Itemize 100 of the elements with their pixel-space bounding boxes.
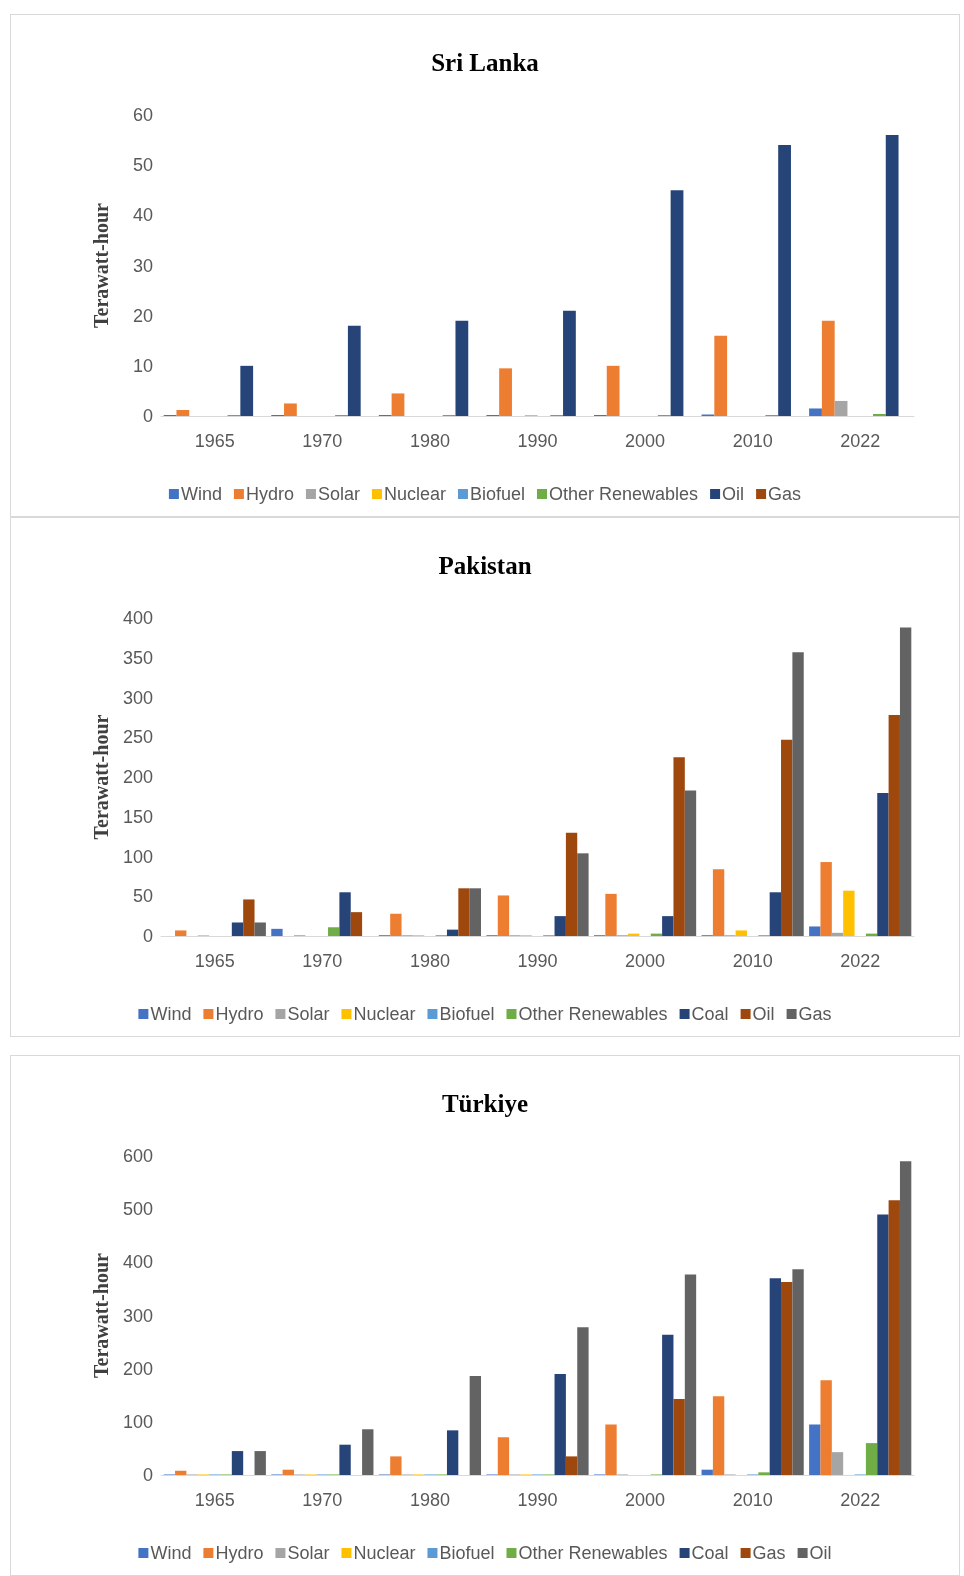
y-axis-title: Terawatt-hour [90, 714, 112, 840]
bar [328, 927, 340, 936]
bar [820, 1380, 832, 1475]
bar [577, 853, 589, 936]
bar [271, 928, 283, 936]
bar [455, 320, 469, 416]
bar [714, 335, 728, 416]
bar [446, 1430, 459, 1475]
bar [831, 932, 844, 936]
bar [899, 627, 912, 936]
bar [231, 1451, 244, 1475]
bar [605, 1424, 617, 1475]
y-tick-label: 30 [132, 255, 153, 276]
x-tick-label: 2000 [625, 431, 666, 451]
bar [284, 403, 297, 416]
bar [554, 916, 566, 936]
bar [769, 1278, 782, 1475]
legend-label: Wind [180, 484, 222, 504]
legend-label: Biofuel [439, 1543, 495, 1563]
x-tick-label: 2022 [840, 951, 881, 971]
x-tick-label: 2000 [625, 951, 666, 971]
bar [735, 930, 747, 936]
bar [499, 368, 512, 416]
bar [877, 792, 889, 936]
legend-label: Coal [691, 1004, 729, 1024]
bar [175, 1470, 187, 1475]
legend-label: Gas [752, 1543, 786, 1563]
bar [872, 413, 886, 416]
bar [820, 862, 832, 936]
x-tick-label: 1990 [517, 951, 558, 971]
legend-label: Nuclear [383, 484, 446, 504]
bar [565, 832, 578, 936]
legend-label: Oil [809, 1543, 832, 1563]
bar [831, 1452, 844, 1475]
bar [176, 409, 190, 416]
bar [701, 1469, 713, 1475]
y-tick-label: 0 [142, 926, 153, 946]
x-tick-label: 1965 [194, 431, 235, 451]
bar [240, 365, 254, 416]
x-tick-label: 2010 [732, 1490, 773, 1510]
bar [390, 913, 402, 936]
bar [339, 1444, 351, 1475]
chart-title: Sri Lanka [431, 49, 540, 76]
legend-label: Solar [287, 1004, 330, 1024]
bar [877, 1214, 889, 1475]
bar [684, 790, 697, 936]
legend-label: Solar [317, 484, 360, 504]
x-tick-label: 1980 [409, 951, 450, 971]
bar [350, 912, 363, 936]
bar [458, 888, 470, 936]
bar [758, 1472, 770, 1475]
x-tick-label: 2000 [625, 1490, 666, 1510]
bar [778, 145, 791, 416]
legend-label: Biofuel [439, 1004, 495, 1024]
x-tick-label: 1970 [302, 1490, 343, 1510]
x-tick-label: 1980 [409, 431, 450, 451]
y-tick-label: 300 [122, 687, 153, 708]
bar [243, 899, 255, 936]
chart-title: Pakistan [438, 552, 532, 579]
y-tick-label: 0 [142, 406, 153, 426]
bar [469, 888, 482, 936]
y-tick-label: 100 [122, 1411, 153, 1432]
y-tick-label: 50 [132, 886, 153, 907]
legend-label: Hydro [215, 1004, 264, 1024]
bar [834, 400, 848, 416]
bar [662, 1334, 674, 1475]
y-tick-label: 500 [122, 1199, 153, 1220]
bar [446, 929, 459, 936]
bar [670, 190, 684, 416]
bar [282, 1469, 294, 1475]
bar [792, 652, 804, 936]
bar [888, 714, 900, 936]
bar [391, 393, 405, 416]
legend-label: Hydro [215, 1543, 264, 1563]
y-tick-label: 600 [122, 1146, 153, 1166]
bar [347, 325, 361, 416]
legend-label: Solar [287, 1543, 330, 1563]
legend-label: Nuclear [353, 1543, 416, 1563]
bar [554, 1373, 566, 1475]
bar [712, 1396, 725, 1475]
x-tick-label: 2010 [732, 431, 773, 451]
legend-label: Oil [752, 1004, 775, 1024]
y-tick-label: 400 [122, 608, 153, 628]
bar [781, 1282, 793, 1475]
y-tick-label: 20 [132, 305, 153, 326]
legend-label: Biofuel [469, 484, 526, 504]
bar [254, 922, 266, 936]
bar [565, 1456, 578, 1475]
bar [673, 757, 685, 936]
legend-label: Hydro [245, 484, 294, 504]
y-tick-label: 200 [122, 1358, 153, 1379]
bar [606, 365, 620, 416]
x-tick-label: 1990 [517, 431, 558, 451]
x-tick-label: 2010 [732, 951, 773, 971]
bar [231, 922, 244, 936]
y-tick-label: 0 [142, 1465, 153, 1485]
x-tick-label: 1965 [194, 1490, 235, 1510]
bar [254, 1451, 266, 1475]
bar [175, 930, 187, 936]
x-tick-label: 1965 [194, 951, 235, 971]
